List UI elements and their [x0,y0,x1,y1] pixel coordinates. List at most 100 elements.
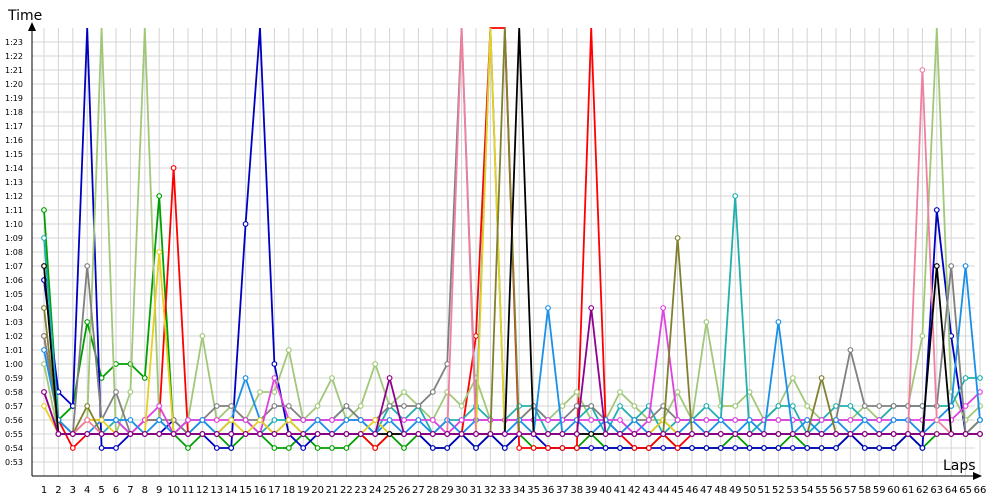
x-tick-label: 28 [426,485,439,496]
y-tick-label: 1:10 [5,220,23,229]
data-point [185,445,191,451]
data-point [372,431,379,437]
data-point [977,431,983,437]
y-tick-label: 1:21 [5,66,23,75]
data-point [285,431,292,437]
data-point [300,431,307,437]
data-point [631,417,638,423]
x-tick-label: 59 [873,485,886,496]
y-tick-label: 1:04 [5,304,23,313]
data-point [429,389,436,395]
data-point [919,431,926,437]
data-point [703,403,710,409]
x-tick-label: 58 [858,485,871,496]
data-point [329,431,335,437]
x-tick-label: 65 [959,485,972,496]
x-tick-label: 19 [297,485,310,496]
data-point [257,389,263,395]
data-point [386,431,393,437]
data-point [343,431,350,437]
data-point [314,445,321,451]
data-point [516,431,523,437]
data-point [444,431,451,437]
x-tick-label: 12 [196,485,209,496]
data-point [789,375,796,381]
data-point [545,305,551,311]
x-tick-label: 18 [282,485,295,496]
data-point [41,403,47,409]
data-point [242,375,249,381]
data-point [617,403,623,409]
data-point [962,403,969,409]
data-point [271,375,278,381]
data-point [113,445,119,451]
data-point [876,431,883,437]
data-point [775,445,782,451]
data-point [213,403,220,409]
data-point [516,445,523,451]
data-point [242,417,249,423]
data-point [69,431,76,437]
data-point [804,431,811,437]
data-point [962,431,969,437]
data-point [314,431,321,437]
data-point [84,319,91,325]
data-point [357,431,364,437]
data-point [847,403,854,409]
x-tick-label: 51 [758,485,771,496]
y-tick-label: 1:15 [5,150,23,159]
data-point [602,445,609,451]
data-point [962,375,969,381]
data-point [732,403,739,409]
data-point [861,417,868,423]
data-point [401,445,407,451]
data-point [789,403,796,409]
data-point [775,431,782,437]
data-point [631,445,638,451]
data-point [789,445,796,451]
data-point [271,417,278,423]
data-point [170,165,177,171]
data-point [84,431,91,437]
data-point [847,431,854,437]
data-point [199,431,206,437]
y-tick-label: 1:20 [5,80,23,89]
x-tick-label: 14 [225,485,238,496]
data-point [242,431,249,437]
data-point [645,445,652,451]
data-point [977,417,983,423]
data-point [501,445,508,451]
data-point [285,347,292,353]
y-ticks: 0:53 0:54 0:55 0:56 0:57 0:58 0:59 1:00 1:01 1:02… [5,38,23,467]
data-point [818,375,825,381]
data-point [429,445,436,451]
data-point [473,445,479,451]
y-tick-label: 1:02 [5,332,23,341]
series-12 [41,27,983,437]
data-point [919,67,926,73]
data-point [948,263,955,269]
data-point [746,445,753,451]
y-tick-label: 1:19 [5,94,23,103]
data-point [372,417,379,423]
data-point [933,417,940,423]
data-point [127,389,134,395]
data-point [213,431,220,437]
data-point [617,389,623,395]
y-tick-label: 1:11 [5,206,23,215]
data-point [689,431,695,437]
data-point [156,193,163,199]
data-point [113,417,119,423]
data-point [156,417,163,423]
y-tick-label: 0:53 [5,458,23,467]
data-point [789,431,796,437]
data-point [228,417,235,423]
data-point [890,431,897,437]
data-point [113,431,119,437]
data-point [41,389,47,395]
x-tick-label: 10 [167,485,180,496]
data-point [314,417,321,423]
x-tick-label: 56 [830,485,843,496]
data-point [847,417,854,423]
